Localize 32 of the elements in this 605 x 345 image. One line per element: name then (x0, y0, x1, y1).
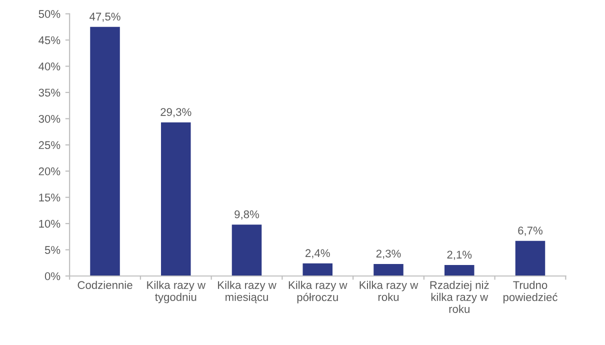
data-label: 47,5% (90, 12, 120, 22)
x-tick-label: Codziennie (78, 280, 132, 290)
y-tick-label: 40% (38, 62, 60, 70)
data-label: 2,3% (376, 250, 401, 259)
y-tick-label: 30% (38, 114, 60, 123)
y-tick-label: 15% (39, 194, 60, 202)
x-tick-label: Kilka razy w miesiącu (218, 280, 276, 304)
x-tick-label: Rzadziej niż kilka razy w roku (430, 280, 489, 313)
y-tick-label: 20% (38, 167, 60, 176)
y-tick-label: 50% (38, 10, 60, 18)
y-tick-label: 45% (38, 36, 60, 44)
x-tick-label: Kilka razy w roku (360, 280, 418, 301)
y-tick-label: 25% (38, 141, 60, 150)
data-label: 29,3% (160, 108, 192, 118)
y-tick-label: 0% (44, 272, 60, 280)
bar (90, 26, 120, 276)
y-tick-label: 10% (39, 220, 60, 228)
data-label: 2,4% (306, 249, 330, 258)
x-tick-label: Kilka razy w tygodniu (147, 280, 206, 304)
x-tick-label: Kilka razy w półroczu (288, 280, 348, 304)
data-label: 6,7% (518, 226, 543, 236)
y-tick-label: 5% (44, 246, 60, 254)
bar (515, 240, 546, 276)
bar (161, 122, 191, 276)
bar (232, 224, 262, 276)
data-label: 9,8% (234, 210, 260, 220)
data-label: 2,1% (447, 250, 472, 260)
bar (444, 264, 474, 276)
bar (302, 263, 333, 276)
bar (374, 264, 404, 276)
x-tick-label: Trudno powiedzieć (503, 280, 558, 304)
y-tick-label: 35% (38, 88, 60, 97)
